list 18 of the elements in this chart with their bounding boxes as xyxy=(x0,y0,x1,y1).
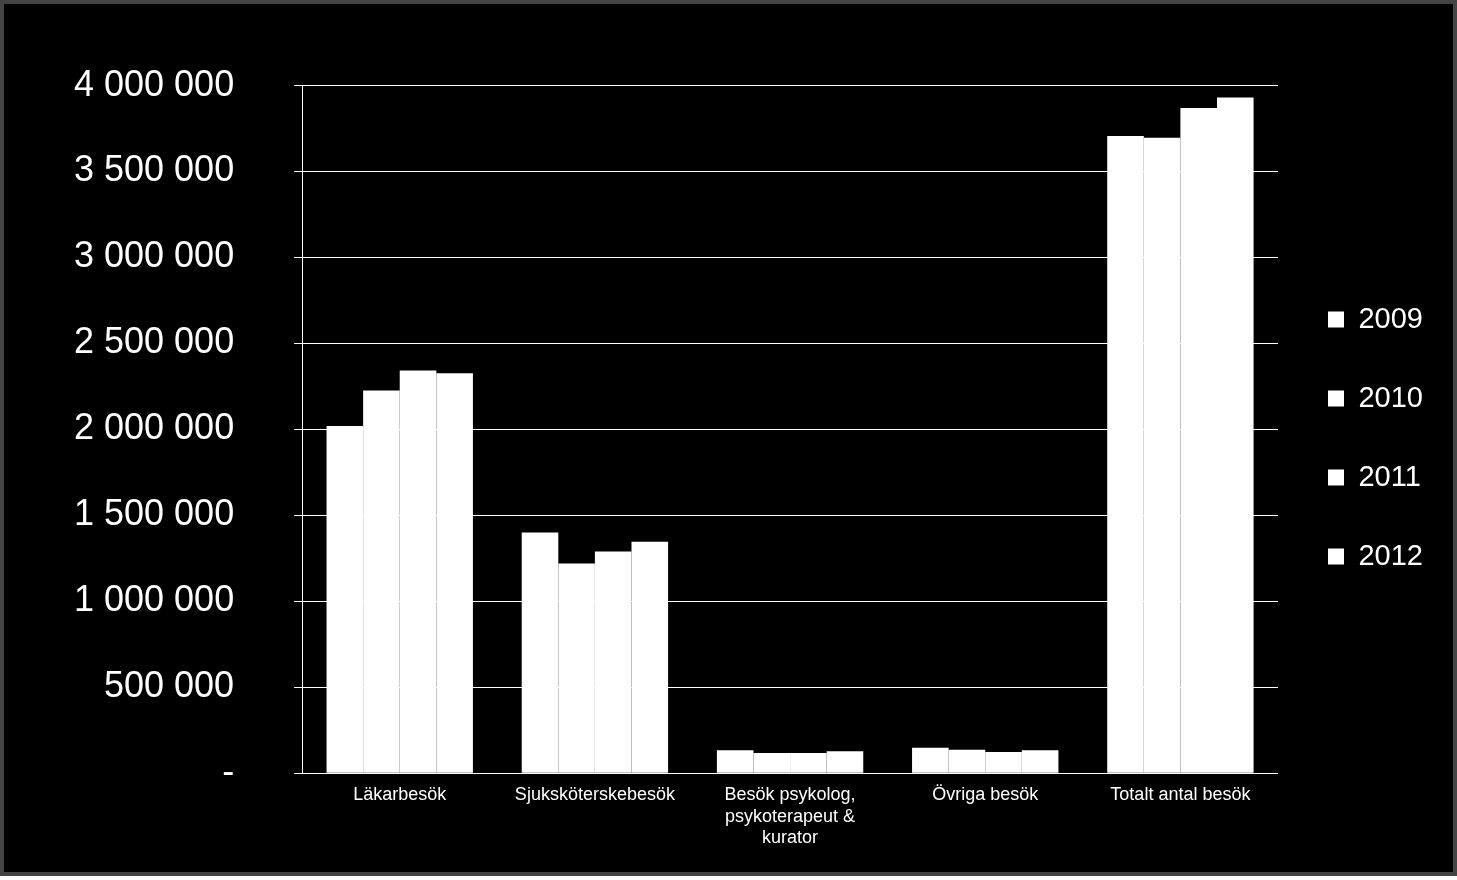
legend-label: 2009 xyxy=(1358,301,1423,334)
x-tick-label: Läkarbesök xyxy=(353,783,448,804)
legend-label: 2010 xyxy=(1358,380,1423,413)
y-tick-label: 1 000 000 xyxy=(74,578,235,620)
y-tick-label: 2 000 000 xyxy=(74,406,235,448)
y-tick-label: 2 500 000 xyxy=(74,320,235,362)
x-tick-label: Övriga besök xyxy=(932,783,1040,804)
x-tick-label: Sjuksköterskebesök xyxy=(514,783,676,804)
y-tick-label: 4 000 000 xyxy=(74,62,235,104)
y-tick-label: 3 500 000 xyxy=(74,148,235,190)
legend-label: 2011 xyxy=(1358,459,1421,492)
y-tick-label: 500 000 xyxy=(104,664,235,706)
x-tick-label: Besök psykolog, psykoterapeut & kurator xyxy=(724,783,856,848)
x-tick-label: Totalt antal besök xyxy=(1110,783,1252,804)
y-tick-label: - xyxy=(222,750,235,792)
y-tick-label: 3 000 000 xyxy=(74,234,235,276)
y-tick-label: 1 500 000 xyxy=(74,492,235,534)
legend-label: 2012 xyxy=(1358,538,1423,571)
